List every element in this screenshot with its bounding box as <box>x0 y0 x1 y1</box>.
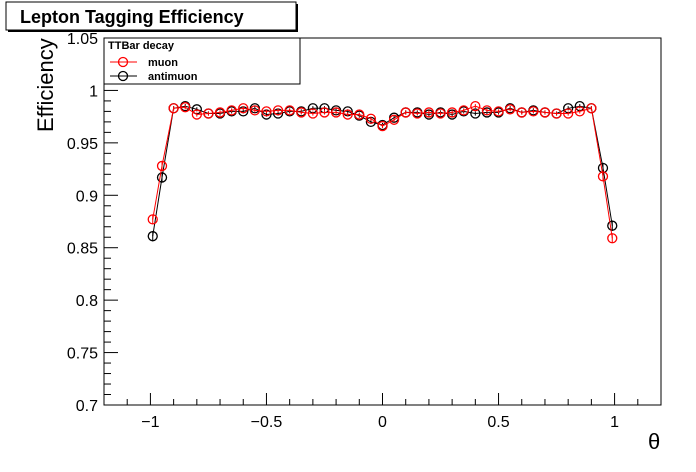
data-point-muon <box>400 107 411 118</box>
data-point-muon <box>156 160 168 172</box>
data-point-muon <box>597 171 609 182</box>
data-point-muon <box>365 113 377 124</box>
x-axis: −1 −0.5 0 0.5 1 <box>103 393 662 431</box>
x-axis-title: θ <box>648 429 660 454</box>
chart-title-box: Lepton Tagging Efficiency <box>5 1 298 32</box>
y-tick-label: 0.8 <box>76 293 98 310</box>
series-layer <box>147 101 618 244</box>
data-point-muon <box>563 108 574 119</box>
data-point-muon <box>261 106 272 117</box>
data-point-muon <box>330 107 342 118</box>
legend-marker-antimuon <box>117 70 129 82</box>
data-point-muon <box>504 104 516 115</box>
legend: TTBar decay muon antimuon <box>103 37 301 85</box>
y-tick-label: 1 <box>89 83 98 100</box>
data-point-muon <box>528 106 539 117</box>
data-point-muon <box>214 107 226 118</box>
data-point-muon <box>470 101 481 112</box>
y-axis-title: Efficiency <box>33 38 58 132</box>
data-point-antimuon <box>470 108 481 119</box>
legend-entry-antimuon: antimuon <box>110 70 198 83</box>
data-point-muon <box>516 107 527 118</box>
data-point-muon <box>446 107 458 118</box>
plot-frame <box>103 37 662 406</box>
data-point-muon <box>551 108 562 119</box>
x-tick-label: 0 <box>378 414 387 431</box>
data-point-muon <box>238 103 249 114</box>
data-point-muon <box>226 105 237 116</box>
y-tick-label: 0.7 <box>76 398 98 415</box>
data-point-muon <box>272 105 284 116</box>
data-point-muon <box>147 214 158 225</box>
y-tick-label: 0.75 <box>67 346 98 363</box>
data-point-muon <box>319 107 330 118</box>
y-tick-label: 0.9 <box>76 188 98 205</box>
data-point-muon <box>342 109 353 120</box>
data-point-muon <box>377 120 388 132</box>
data-point-muon <box>354 109 365 120</box>
series-antimuon <box>147 101 618 242</box>
data-point-muon <box>481 105 493 116</box>
data-point-muon <box>168 103 179 114</box>
y-tick-label: 1.05 <box>67 31 98 48</box>
data-point-muon <box>191 109 202 120</box>
legend-header: TTBar decay <box>108 40 175 52</box>
data-point-muon <box>458 105 469 116</box>
data-point-muon <box>435 108 446 119</box>
legend-marker-muon <box>117 56 129 68</box>
data-point-muon <box>574 106 585 117</box>
data-point-antimuon <box>147 231 158 242</box>
data-point-muon <box>539 107 551 118</box>
data-point-antimuon <box>607 220 618 231</box>
data-point-muon <box>203 108 214 119</box>
data-point-muon <box>388 114 400 125</box>
legend-label-muon: muon <box>148 57 178 69</box>
data-point-muon <box>307 108 319 119</box>
chart-title: Lepton Tagging Efficiency <box>20 7 244 27</box>
y-tick-label: 0.85 <box>67 241 98 258</box>
data-point-muon <box>180 102 191 113</box>
data-point-muon <box>284 105 295 116</box>
data-point-muon <box>423 107 435 118</box>
x-tick-label: 0.5 <box>487 414 509 431</box>
x-tick-label: −1 <box>141 414 159 431</box>
data-point-muon <box>249 105 261 116</box>
data-point-antimuon <box>156 172 168 183</box>
x-tick-label: −0.5 <box>251 414 283 431</box>
y-axis: 0.7 0.75 0.8 0.85 0.9 0.95 1 1.05 <box>67 31 118 415</box>
data-point-muon <box>586 103 597 114</box>
series-muon <box>147 101 618 244</box>
x-tick-label: 1 <box>610 414 619 431</box>
legend-entry-muon: muon <box>110 56 178 69</box>
legend-label-antimuon: antimuon <box>148 71 198 83</box>
data-point-muon <box>296 107 307 118</box>
y-tick-label: 0.95 <box>67 136 98 153</box>
data-point-muon <box>412 108 423 119</box>
data-point-muon <box>607 233 618 244</box>
data-point-muon <box>493 106 504 117</box>
